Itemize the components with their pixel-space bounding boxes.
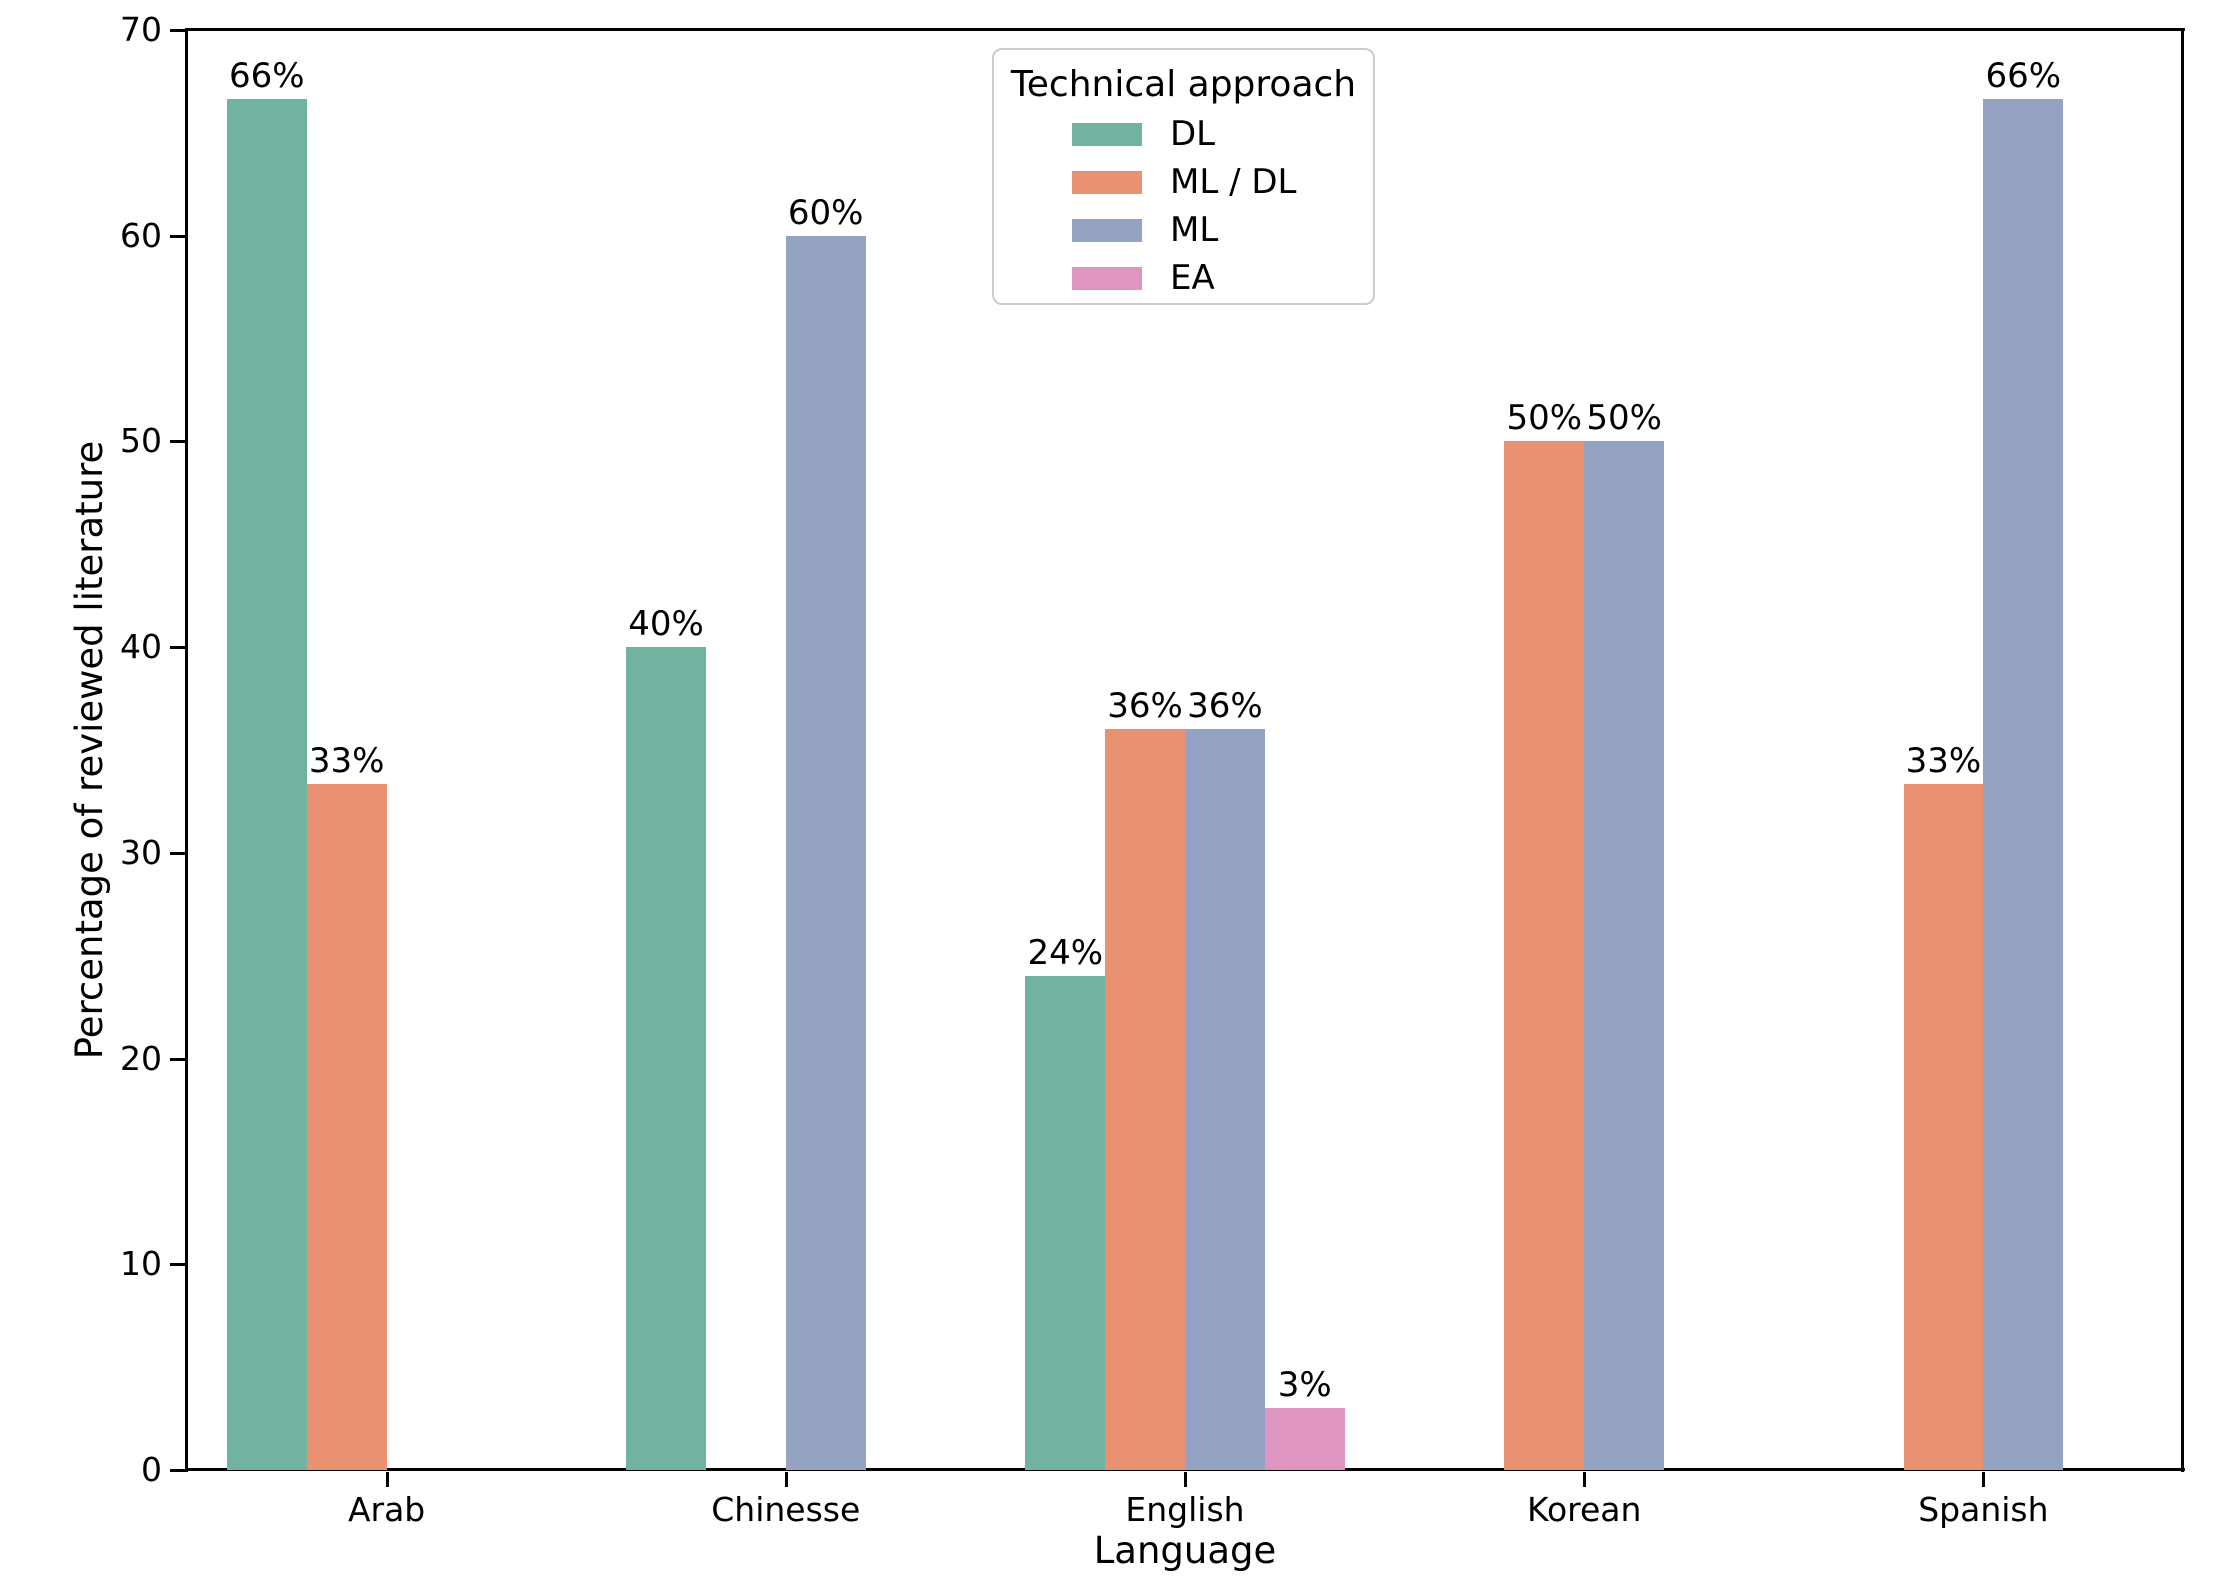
y-tick-mark: [170, 1469, 185, 1472]
bar-value-label: 40%: [628, 604, 704, 645]
legend-item-label: ML / DL: [1170, 162, 1297, 202]
legend-item-label: ML: [1170, 210, 1219, 250]
bar-value-label: 3%: [1277, 1365, 1332, 1406]
y-tick-mark: [170, 29, 185, 32]
y-tick-mark: [170, 851, 185, 855]
legend-swatch-icon: [1072, 266, 1142, 290]
legend: Technical approach DL ML / DL ML EA: [992, 48, 1375, 305]
plot-area: 66% 40% 24% 33% 36% 50% 33% 60% 36% 50% 66% 3%: [185, 28, 2185, 1472]
bar-value-label: 50%: [1506, 398, 1583, 439]
x-tick-mark: [1184, 1472, 1187, 1487]
bar-dl-arab: [226, 98, 307, 1470]
bar-value-label: 36%: [1187, 686, 1263, 727]
x-tick-mark: [1583, 1472, 1587, 1487]
x-tick-label-arab: Arab: [347, 1490, 426, 1529]
bar-mldl-korean: [1504, 441, 1585, 1470]
bar-dl-chinesse: [626, 647, 706, 1470]
y-tick-label: 70: [120, 10, 162, 49]
legend-swatch-icon: [1072, 218, 1142, 242]
x-axis-label: Language: [1093, 1529, 1277, 1572]
y-tick-mark: [170, 1263, 185, 1267]
bar-value-label: 66%: [1985, 55, 2062, 96]
bar-value-label: 60%: [787, 192, 864, 233]
legend-title: Technical approach: [1010, 64, 1357, 105]
right-spine: [2181, 28, 2184, 1472]
bar-value-label: 36%: [1107, 686, 1183, 727]
legend-item-ea: EA: [994, 254, 1373, 302]
legend-swatch-icon: [1072, 170, 1142, 194]
legend-items: DL ML / DL ML EA: [994, 110, 1373, 302]
bar-value-label: 33%: [308, 741, 385, 782]
bar-mldl-spanish: [1903, 784, 1984, 1470]
y-tick-label: 40: [120, 627, 162, 667]
y-tick-label: 0: [141, 1450, 162, 1489]
legend-item-ml: ML: [994, 206, 1373, 254]
bar-value-label: 33%: [1905, 741, 1982, 782]
y-tick-mark: [170, 440, 185, 444]
legend-swatch-icon: [1072, 122, 1142, 146]
y-tick-label: 10: [120, 1244, 162, 1284]
bar-ml-korean: [1584, 441, 1665, 1470]
x-tick-mark: [784, 1472, 788, 1487]
bar-value-label: 24%: [1027, 933, 1104, 974]
bar-ml-english: [1185, 729, 1265, 1470]
y-tick-label: 20: [120, 1038, 162, 1078]
x-tick-mark: [385, 1472, 389, 1487]
x-tick-label-chinesse: Chinesse: [711, 1490, 861, 1529]
bar-dl-english: [1025, 976, 1106, 1470]
bar-ml-spanish: [1983, 98, 2064, 1470]
legend-item-label: DL: [1170, 114, 1216, 154]
x-tick-label-spanish: Spanish: [1918, 1490, 2049, 1529]
bar-ea-english: [1264, 1408, 1345, 1470]
top-spine: [185, 28, 2185, 31]
y-tick-mark: [170, 234, 185, 238]
y-tick-mark: [170, 1057, 185, 1061]
legend-item-mldl: ML / DL: [994, 158, 1373, 206]
x-tick-label-english: English: [1125, 1490, 1245, 1529]
x-tick-mark: [1982, 1472, 1986, 1487]
bar-mldl-arab: [306, 784, 387, 1470]
bar-mldl-english: [1105, 729, 1185, 1470]
y-axis-spine: [185, 28, 188, 1472]
legend-item-dl: DL: [994, 110, 1373, 158]
x-tick-label-korean: Korean: [1526, 1490, 1642, 1529]
bar-value-label: 50%: [1586, 398, 1662, 439]
y-tick-label: 30: [120, 832, 162, 872]
bar-ml-chinesse: [785, 235, 866, 1470]
y-axis-label: Percentage of reviewed literature: [68, 440, 111, 1060]
legend-item-label: EA: [1170, 258, 1215, 298]
y-tick-label: 50: [120, 421, 162, 461]
y-tick-label: 60: [120, 215, 162, 255]
bar-value-label: 66%: [229, 55, 305, 96]
y-tick-mark: [170, 646, 185, 650]
